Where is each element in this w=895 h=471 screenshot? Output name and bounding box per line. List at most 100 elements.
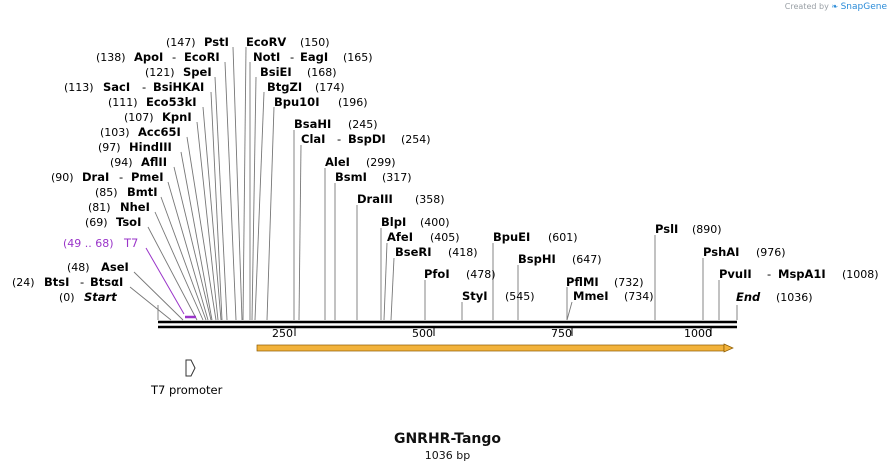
- site-label[interactable]: PstI: [204, 35, 229, 49]
- site-label[interactable]: AfeI: [387, 230, 413, 244]
- start-label: Start: [84, 290, 117, 304]
- t7-primer-leader: [145, 247, 185, 315]
- site-position: (94): [110, 156, 133, 169]
- site-label[interactable]: TsoI: [116, 215, 141, 229]
- site-label[interactable]: PvuII: [719, 267, 752, 281]
- site-position: (111): [108, 96, 138, 109]
- site-label[interactable]: BspDI: [348, 132, 386, 146]
- site-label[interactable]: BmtI: [127, 185, 158, 199]
- site-position: (299): [366, 156, 396, 169]
- site-position: (138): [96, 51, 126, 64]
- site-label[interactable]: AleI: [325, 155, 350, 169]
- site-position: (890): [692, 223, 722, 236]
- end-label: End: [736, 290, 761, 304]
- site-position: (24): [12, 276, 35, 289]
- end-position: (1036): [776, 291, 813, 304]
- site-label[interactable]: PshAI: [703, 245, 739, 259]
- site-label[interactable]: BsiHKAI: [153, 80, 204, 94]
- plasmid-length: 1036 bp: [424, 449, 471, 462]
- site-label[interactable]: PmeI: [131, 170, 164, 184]
- scale-tick-label: 1000: [684, 327, 712, 340]
- site-label[interactable]: BtgZI: [267, 80, 302, 94]
- credit-brand: SnapGene: [840, 2, 887, 12]
- site-label[interactable]: BsaHI: [294, 117, 331, 131]
- site-label[interactable]: EagI: [300, 50, 328, 64]
- snapgene-logo-icon: ❧: [831, 2, 839, 11]
- site-position: (601): [548, 231, 578, 244]
- site-position: (107): [124, 111, 154, 124]
- site-label[interactable]: EcoRV: [246, 35, 286, 49]
- site-position: (81): [88, 201, 111, 214]
- t7-primer-range: (49 .. 68): [63, 237, 114, 250]
- site-label[interactable]: EcoRI: [184, 50, 220, 64]
- site-position: (405): [430, 231, 460, 244]
- site-label[interactable]: BseRI: [395, 245, 432, 259]
- site-label[interactable]: DraIII: [357, 192, 393, 206]
- site-label[interactable]: KpnI: [162, 110, 192, 124]
- site-position: (976): [756, 246, 786, 259]
- scale-ticks: [294, 327, 712, 336]
- site-label[interactable]: Acc65I: [138, 125, 181, 139]
- site-dash: -: [142, 80, 146, 94]
- scale-tick-label: 750: [551, 327, 572, 340]
- start-position: (0): [59, 291, 75, 304]
- site-position: (97): [98, 141, 121, 154]
- site-label[interactable]: BtsαI: [90, 275, 123, 289]
- site-label[interactable]: PslI: [655, 222, 678, 236]
- scale-tick-label: 500: [412, 327, 433, 340]
- site-dash: -: [290, 50, 294, 64]
- site-label[interactable]: BspHI: [518, 252, 556, 266]
- site-position: (174): [315, 81, 345, 94]
- site-leader-lines: [129, 46, 738, 321]
- site-position: (90): [51, 171, 74, 184]
- site-label[interactable]: Bpu10I: [274, 95, 319, 109]
- site-dash: -: [767, 267, 771, 281]
- site-dash: -: [172, 50, 176, 64]
- scale-tick-label: 250: [272, 327, 293, 340]
- t7-promoter-label: T7 promoter: [150, 383, 223, 397]
- snapgene-credit: Created by ❧ SnapGene: [785, 2, 887, 12]
- site-label[interactable]: SpeI: [183, 65, 212, 79]
- site-label[interactable]: AflII: [141, 155, 167, 169]
- site-position: (358): [415, 193, 445, 206]
- site-dash: -: [119, 170, 123, 184]
- site-label[interactable]: MmeI: [573, 289, 609, 303]
- site-label[interactable]: NheI: [120, 200, 150, 214]
- site-label[interactable]: NotI: [253, 50, 280, 64]
- t7-primer-label[interactable]: T7: [123, 236, 138, 250]
- site-label[interactable]: BpuEI: [493, 230, 530, 244]
- plasmid-linear-map: (147) PstI EcoRV (150) (138) ApoI - EcoR…: [12, 35, 879, 397]
- site-label[interactable]: StyI: [462, 289, 488, 303]
- site-dash: -: [80, 275, 84, 289]
- site-position: (165): [343, 51, 373, 64]
- site-position: (147): [166, 36, 196, 49]
- site-label[interactable]: BsmI: [335, 170, 367, 184]
- site-position: (196): [338, 96, 368, 109]
- site-label[interactable]: ApoI: [134, 50, 163, 64]
- site-label[interactable]: SacI: [103, 80, 130, 94]
- site-position: (478): [466, 268, 496, 281]
- site-label[interactable]: HindIII: [129, 140, 172, 154]
- site-position: (121): [145, 66, 175, 79]
- site-label[interactable]: PflMI: [566, 275, 599, 289]
- site-position: (418): [448, 246, 478, 259]
- site-label[interactable]: ClaI: [301, 132, 325, 146]
- t7-promoter-arrow[interactable]: [185, 359, 196, 377]
- site-position: (69): [85, 216, 108, 229]
- site-position: (168): [307, 66, 337, 79]
- site-position: (545): [505, 290, 535, 303]
- site-label[interactable]: Eco53kI: [146, 95, 197, 109]
- site-label[interactable]: AseI: [101, 260, 129, 274]
- site-label[interactable]: PfoI: [424, 267, 450, 281]
- site-label[interactable]: DraI: [82, 170, 109, 184]
- site-label[interactable]: BtsI: [44, 275, 69, 289]
- site-label[interactable]: MspA1I: [778, 267, 826, 281]
- site-position: (254): [401, 133, 431, 146]
- orf-feature-arrow[interactable]: [256, 343, 734, 353]
- site-position: (647): [572, 253, 602, 266]
- site-position: (245): [348, 118, 378, 131]
- site-label[interactable]: BlpI: [381, 215, 406, 229]
- site-position: (150): [300, 36, 330, 49]
- site-label[interactable]: BsiEI: [260, 65, 292, 79]
- site-dash: -: [337, 132, 341, 146]
